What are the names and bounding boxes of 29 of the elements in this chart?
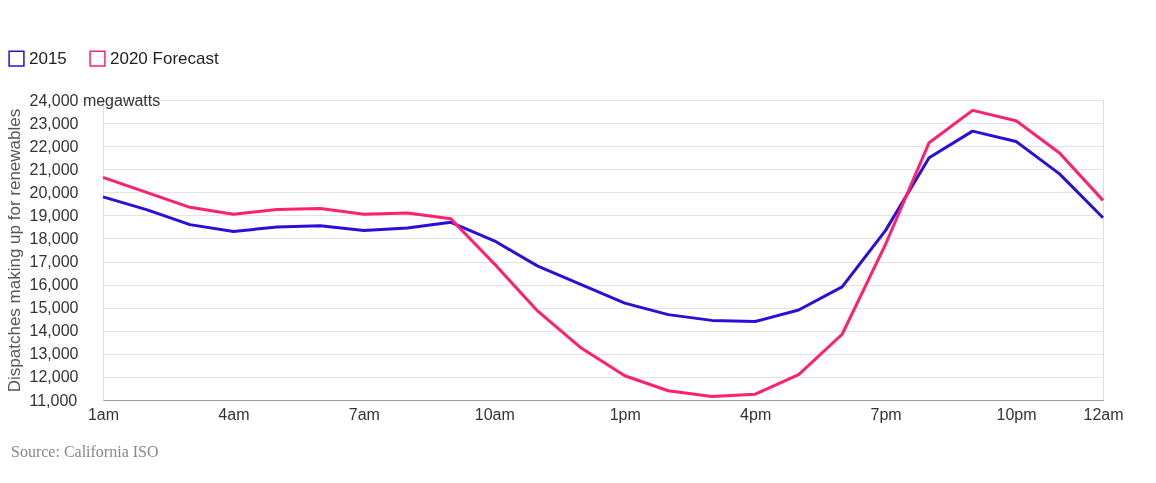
y-tick-label: 15,000 (29, 299, 79, 317)
y-tick-label: 16,000 (29, 276, 79, 294)
line-series (101, 108, 1105, 399)
x-tick-label: 7pm (870, 405, 902, 423)
x-tick-label: 10pm (996, 405, 1037, 423)
x-tick-label: 10am (474, 405, 515, 423)
x-tick-label: 7am (348, 405, 380, 423)
y-tick-label: 12,000 (29, 368, 79, 386)
x-tick-label: 1pm (609, 405, 641, 423)
y-tick-label: 13,000 (29, 345, 79, 363)
y-tick-label: 24,000 megawatts (29, 91, 161, 109)
y-tick-label: 18,000 (29, 229, 79, 247)
source-note: Source: California ISO (11, 443, 159, 460)
y-tick-label: 17,000 (29, 253, 79, 271)
y-tick-label: 11,000 (29, 391, 78, 409)
y-tick-label: 14,000 (29, 322, 79, 340)
y-tick-label: 19,000 (29, 206, 79, 224)
y-tick-label: 22,000 (29, 137, 79, 155)
x-tick-label: 4am (218, 405, 250, 423)
legend-label: 2015 (29, 48, 67, 68)
y-tick-label: 21,000 (29, 160, 79, 178)
y-axis-title: Dispatches making up for renewables (4, 108, 24, 393)
y-tick-label: 23,000 (29, 114, 79, 132)
legend-label: 2020 Forecast (110, 48, 219, 68)
y-tick-label: 20,000 (29, 183, 79, 201)
x-tick-label: 4pm (740, 405, 772, 423)
x-tick-label: 12am (1083, 405, 1124, 423)
line-series (101, 129, 1105, 324)
x-tick-label: 1am (87, 405, 120, 423)
